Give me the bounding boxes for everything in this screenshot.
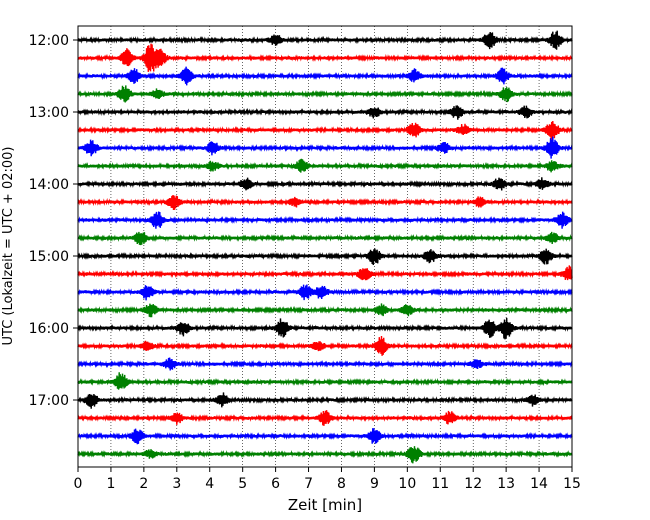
y-tick-label: 12:00 <box>29 33 69 49</box>
trace-1345 <box>77 158 573 173</box>
trace-1245 <box>77 85 573 103</box>
y-tick-label: 13:00 <box>29 105 69 121</box>
trace-1215 <box>77 43 573 72</box>
plot-frame <box>77 25 573 468</box>
y-tick-label: 17:00 <box>29 393 69 409</box>
x-tick-label: 2 <box>139 476 148 492</box>
x-tick-label: 1 <box>106 476 115 492</box>
y-axis-label: UTC (Lokalzeit = UTC + 02:00) <box>1 147 16 346</box>
x-axis-ticks: 0 1 2 3 4 5 6 7 8 9 10 11 12 13 14 15 <box>74 467 581 492</box>
trace-1315 <box>77 120 573 141</box>
trace-1530 <box>77 284 573 301</box>
trace-1615 <box>77 335 573 356</box>
trace-1630 <box>77 357 573 371</box>
trace-1645 <box>77 372 573 390</box>
x-tick-label: 0 <box>74 476 83 492</box>
trace-1445 <box>77 231 573 246</box>
x-tick-label: 13 <box>497 476 515 492</box>
trace-1230 <box>77 66 573 86</box>
x-tick-label: 4 <box>205 476 214 492</box>
trace-1430 <box>77 211 573 229</box>
trace-1745 <box>77 446 573 464</box>
trace-1200 <box>77 30 573 50</box>
y-axis-ticks: 12:00 13:00 14:00 15:00 16:00 17:00 <box>29 33 78 409</box>
x-tick-label: 12 <box>464 476 482 492</box>
trace-1545 <box>77 303 573 318</box>
x-tick-label: 6 <box>271 476 280 492</box>
x-axis-label: Zeit [min] <box>288 496 362 514</box>
trace-1730 <box>77 428 573 445</box>
x-tick-label: 5 <box>238 476 247 492</box>
y-tick-label: 14:00 <box>29 177 69 193</box>
trace-1500 <box>77 248 573 266</box>
trace-group <box>77 30 573 464</box>
x-tick-label: 15 <box>563 476 581 492</box>
x-tick-label: 14 <box>530 476 548 492</box>
x-tick-label: 9 <box>370 476 379 492</box>
trace-1515 <box>77 265 573 281</box>
trace-1415 <box>77 194 573 211</box>
trace-1400 <box>77 177 573 191</box>
x-tick-label: 11 <box>431 476 449 492</box>
x-tick-label: 8 <box>337 476 346 492</box>
x-tick-label: 7 <box>304 476 313 492</box>
x-tick-label: 3 <box>172 476 181 492</box>
trace-1600 <box>77 317 573 340</box>
y-tick-label: 15:00 <box>29 249 69 265</box>
trace-1300 <box>77 105 573 120</box>
trace-1330 <box>77 136 573 159</box>
trace-1715 <box>77 410 573 426</box>
y-tick-label: 16:00 <box>29 321 69 337</box>
x-tick-label: 10 <box>398 476 416 492</box>
trace-1700 <box>77 392 573 409</box>
